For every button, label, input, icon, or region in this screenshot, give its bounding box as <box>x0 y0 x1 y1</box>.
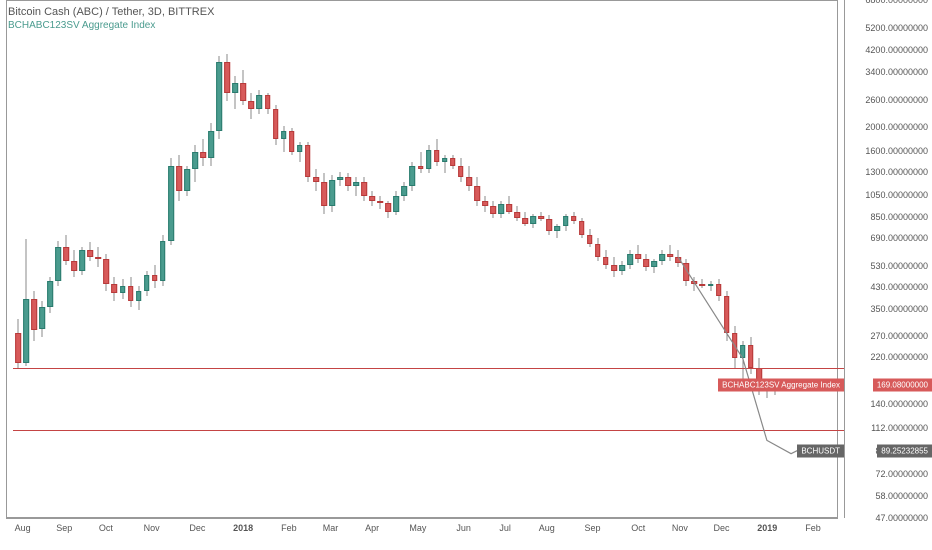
y-tick-label: 530.00000000 <box>870 261 928 271</box>
x-tick-label: Nov <box>144 523 160 533</box>
price-tag-value: 89.25232855 <box>877 445 932 458</box>
x-tick-label: Feb <box>281 523 297 533</box>
x-tick-label: Sep <box>585 523 601 533</box>
x-tick-label: May <box>409 523 426 533</box>
x-tick-label: Aug <box>539 523 555 533</box>
x-tick-label: 2019 <box>757 523 777 533</box>
y-tick-label: 350.00000000 <box>870 304 928 314</box>
y-tick-label: 1050.00000000 <box>865 190 928 200</box>
x-tick-label: Jul <box>499 523 511 533</box>
y-tick-label: 47.00000000 <box>875 513 928 523</box>
chart-plot-area[interactable] <box>6 0 838 518</box>
x-tick-label: Feb <box>805 523 821 533</box>
chart-title: Bitcoin Cash (ABC) / Tether, 3D, BITTREX <box>8 6 214 18</box>
x-tick-label: Aug <box>15 523 31 533</box>
y-tick-label: 58.00000000 <box>875 491 928 501</box>
y-tick-label: 6800.00000000 <box>865 0 928 5</box>
y-tick-label: 5200.00000000 <box>865 23 928 33</box>
x-tick-label: Oct <box>631 523 645 533</box>
x-tick-label: Oct <box>99 523 113 533</box>
x-tick-label: Mar <box>323 523 339 533</box>
price-tag-label: BCHUSDT <box>797 445 844 458</box>
chart-container: Bitcoin Cash (ABC) / Tether, 3D, BITTREX… <box>0 0 932 550</box>
x-tick-label: Apr <box>365 523 379 533</box>
x-tick-label: Sep <box>56 523 72 533</box>
x-tick-label: 2018 <box>233 523 253 533</box>
y-tick-label: 850.00000000 <box>870 212 928 222</box>
y-tick-label: 430.00000000 <box>870 282 928 292</box>
y-tick-label: 220.00000000 <box>870 352 928 362</box>
y-tick-label: 270.00000000 <box>870 331 928 341</box>
y-tick-label: 1300.00000000 <box>865 167 928 177</box>
y-tick-label: 4200.00000000 <box>865 45 928 55</box>
x-tick-label: Dec <box>714 523 730 533</box>
x-tick-label: Jun <box>456 523 471 533</box>
price-tag-value: 169.08000000 <box>873 378 932 391</box>
x-tick-label: Nov <box>672 523 688 533</box>
projection-curve <box>7 1 839 519</box>
y-tick-label: 72.00000000 <box>875 469 928 479</box>
chart-subtitle: BCHABC123SV Aggregate Index <box>8 20 214 31</box>
y-tick-label: 140.00000000 <box>870 399 928 409</box>
y-tick-label: 112.00000000 <box>871 423 928 433</box>
y-tick-label: 2600.00000000 <box>865 95 928 105</box>
y-tick-label: 1600.00000000 <box>865 146 928 156</box>
y-tick-label: 3400.00000000 <box>865 67 928 77</box>
y-tick-label: 690.00000000 <box>870 233 928 243</box>
x-axis: Aug Sep Oct Nov Dec 2018 Feb Mar Apr May Jun Jul Aug… <box>6 518 838 540</box>
price-tag-label: BCHABC123SV Aggregate Index <box>718 378 844 391</box>
chart-header: Bitcoin Cash (ABC) / Tether, 3D, BITTREX… <box>8 6 214 31</box>
x-tick-label: Dec <box>189 523 205 533</box>
y-axis: 47.0000000058.0000000072.0000000089.2523… <box>844 0 932 518</box>
y-tick-label: 2000.00000000 <box>865 122 928 132</box>
